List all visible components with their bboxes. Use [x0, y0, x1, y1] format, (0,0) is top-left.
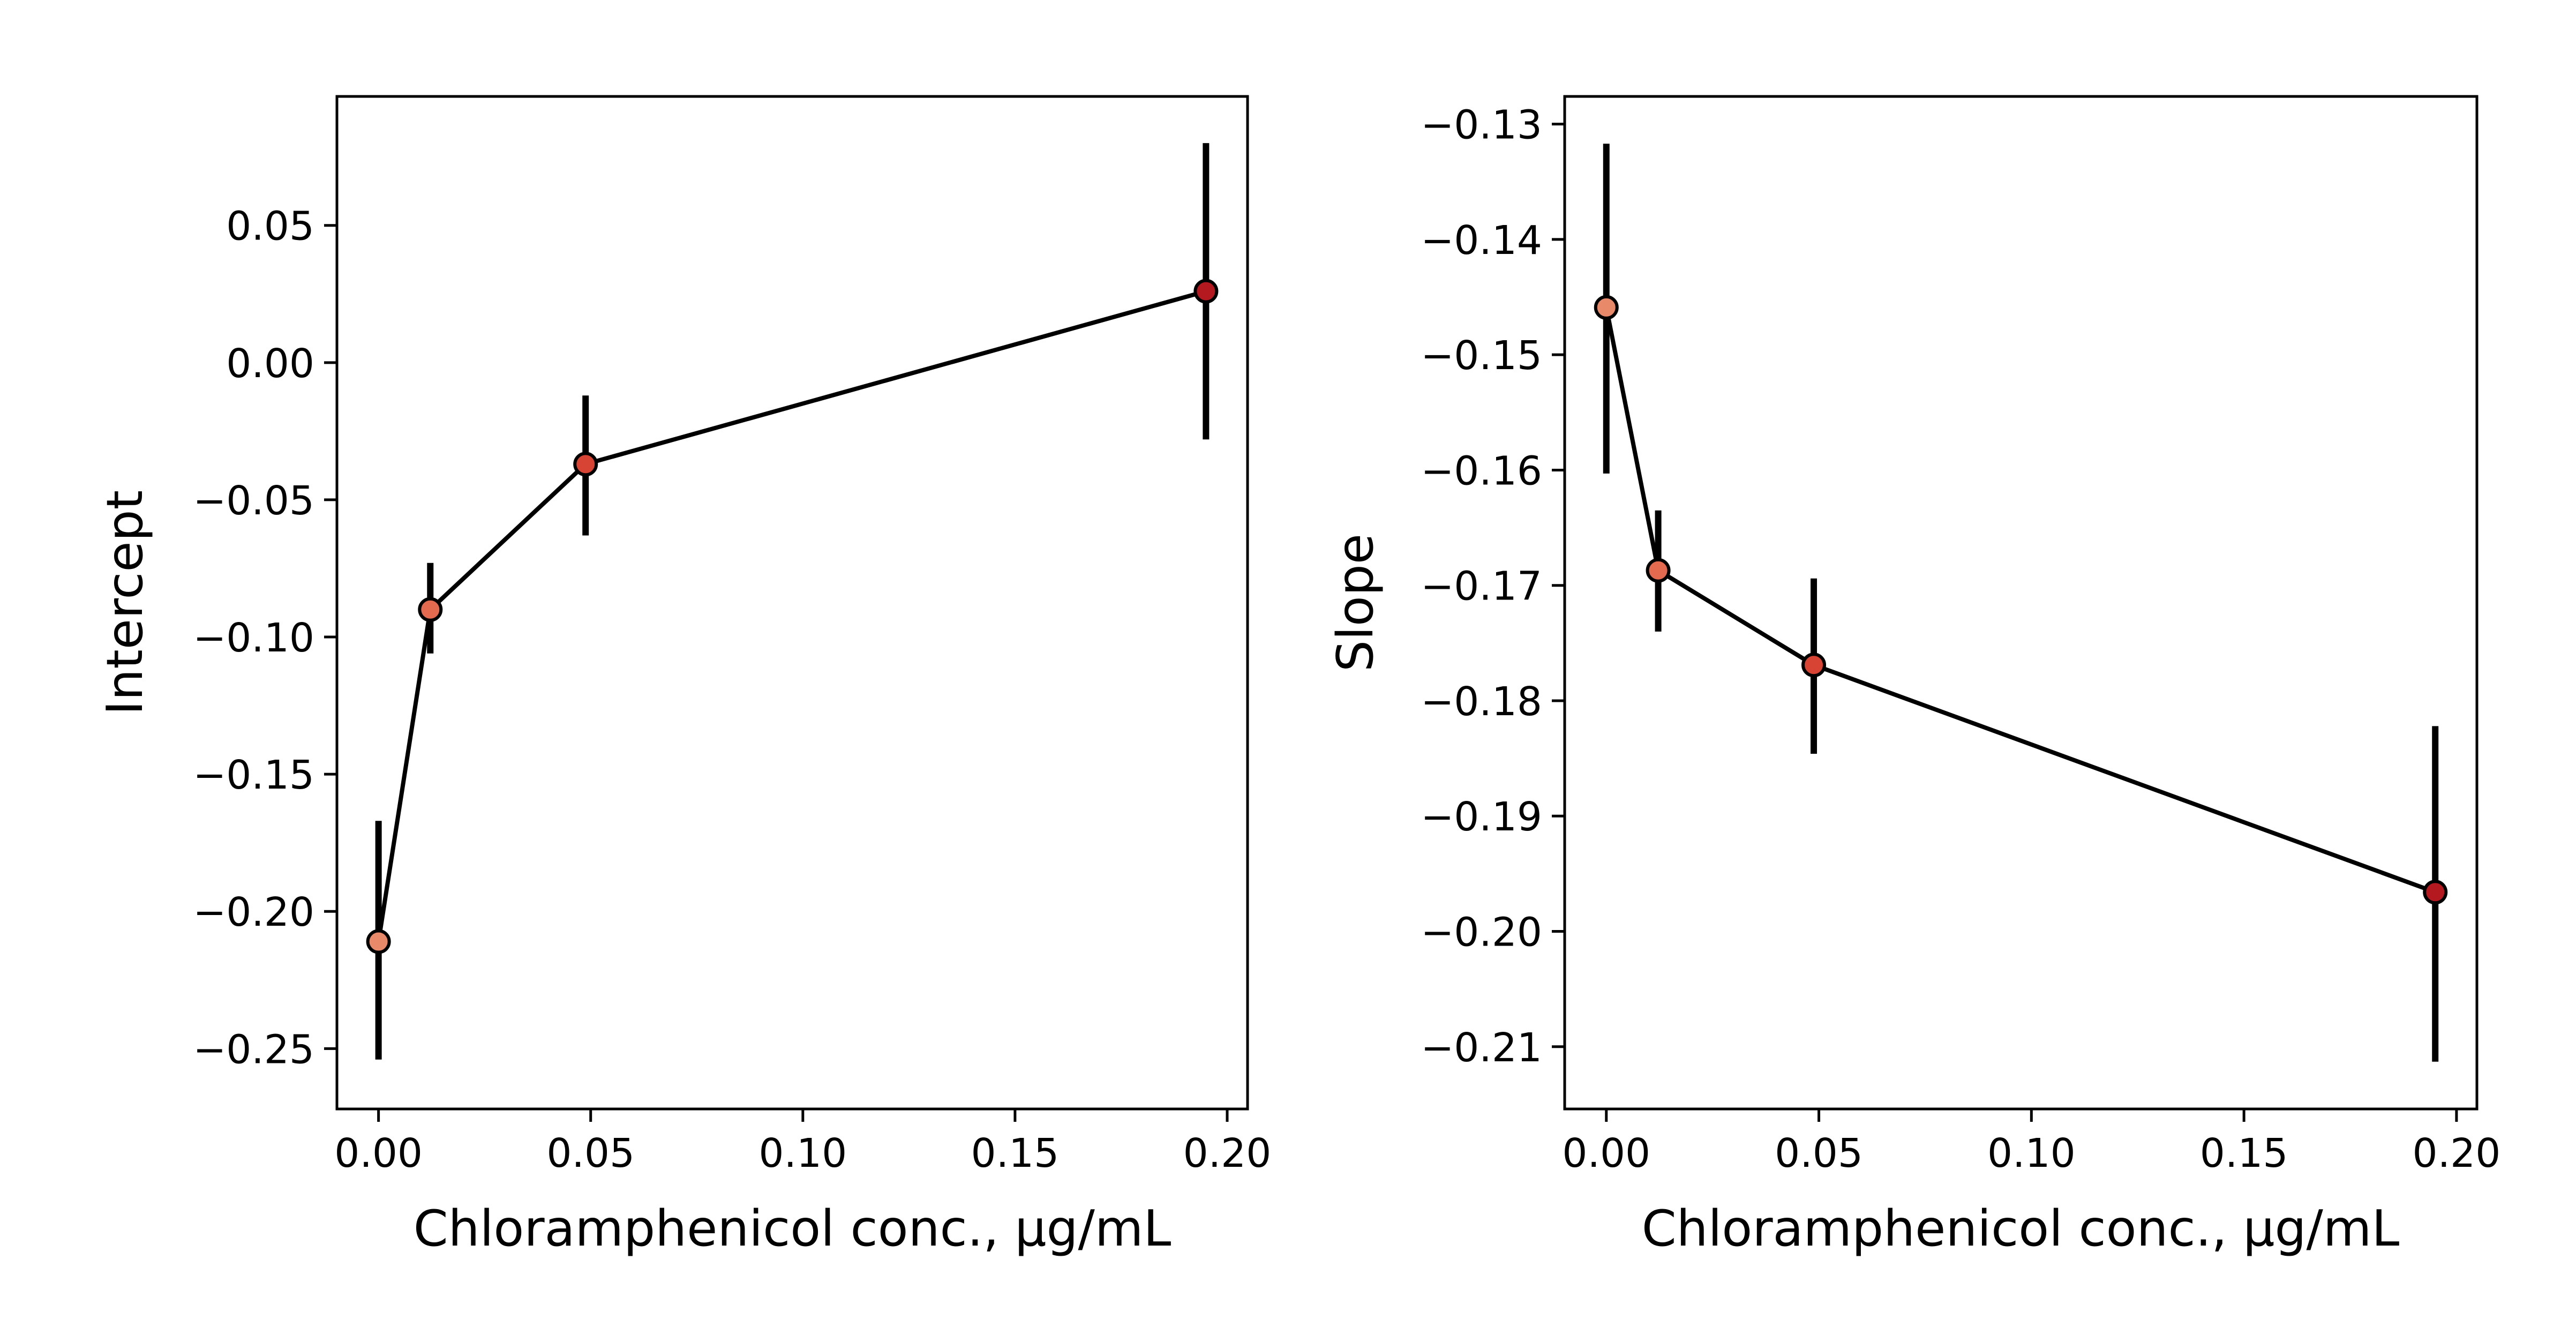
y-tick-label: −0.21 [1421, 1025, 1542, 1071]
x-tick-label: 0.05 [1775, 1130, 1863, 1176]
data-point [1646, 558, 1671, 583]
y-tick-label: −0.15 [193, 752, 314, 798]
y-tick-label: −0.19 [1421, 794, 1542, 840]
data-point [366, 929, 391, 954]
x-tick-label: 0.05 [546, 1130, 635, 1176]
y-tick-label: 0.00 [226, 341, 314, 387]
y-tick-label: −0.20 [193, 889, 314, 935]
y-tick-label: −0.17 [1421, 564, 1542, 610]
x-axis-label-slope: Chloramphenicol conc., μg/mL [1642, 1199, 2400, 1257]
chart-panel-slope: 0.00 0.05 0.10 0.15 0.20 −0.21 −0.20 −0.19 −0.1… [1326, 95, 2500, 1257]
data-point [2423, 880, 2448, 905]
x-tick-label: 0.00 [334, 1130, 423, 1176]
x-ticks-intercept: 0.00 0.05 0.10 0.15 0.20 [334, 1109, 1271, 1176]
y-axis-label-slope: Slope [1326, 534, 1384, 672]
data-point [1193, 279, 1219, 304]
x-tick-label: 0.15 [2200, 1130, 2288, 1176]
plot-area-intercept [335, 95, 1249, 1111]
data-point [1594, 295, 1619, 320]
y-tick-label: −0.18 [1421, 679, 1542, 725]
data-point [418, 597, 443, 622]
y-tick-label: 0.05 [226, 204, 314, 250]
x-ticks-slope: 0.00 0.05 0.10 0.15 0.20 [1562, 1109, 2500, 1176]
series-intercept [366, 143, 1219, 1060]
y-tick-label: −0.14 [1421, 218, 1542, 264]
y-tick-label: −0.10 [193, 615, 314, 661]
x-tick-label: 0.10 [1987, 1130, 2076, 1176]
series-slope [1594, 144, 2448, 1062]
x-tick-label: 0.00 [1562, 1130, 1650, 1176]
y-tick-label: −0.15 [1421, 333, 1542, 379]
y-tick-label: −0.20 [1421, 909, 1542, 955]
x-axis-label-intercept: Chloramphenicol conc., μg/mL [414, 1199, 1171, 1257]
chart-panel-intercept: 0.00 0.05 0.10 0.15 0.20 −0.25 −0.20 −0.15 −0.1… [96, 95, 1271, 1257]
x-tick-label: 0.20 [1183, 1130, 1272, 1176]
y-tick-label: −0.25 [193, 1026, 314, 1073]
x-tick-label: 0.20 [2413, 1130, 2501, 1176]
series-line [1604, 307, 2436, 895]
series-line [376, 289, 1207, 942]
y-tick-label: −0.13 [1421, 102, 1542, 148]
y-tick-label: −0.05 [193, 478, 314, 524]
x-tick-label: 0.10 [758, 1130, 847, 1176]
y-tick-label: −0.16 [1421, 448, 1542, 494]
data-point [1801, 653, 1827, 678]
plot-area-slope [1563, 95, 2479, 1111]
y-ticks-slope: −0.21 −0.20 −0.19 −0.18 −0.17 −0.16 −0.15 −0.14… [1421, 102, 1565, 1071]
y-axis-label-intercept: Intercept [96, 490, 154, 715]
data-point [573, 452, 598, 477]
y-ticks-intercept: −0.25 −0.20 −0.15 −0.10 −0.05 0.00 0.05 [193, 204, 337, 1073]
x-tick-label: 0.15 [971, 1130, 1060, 1176]
